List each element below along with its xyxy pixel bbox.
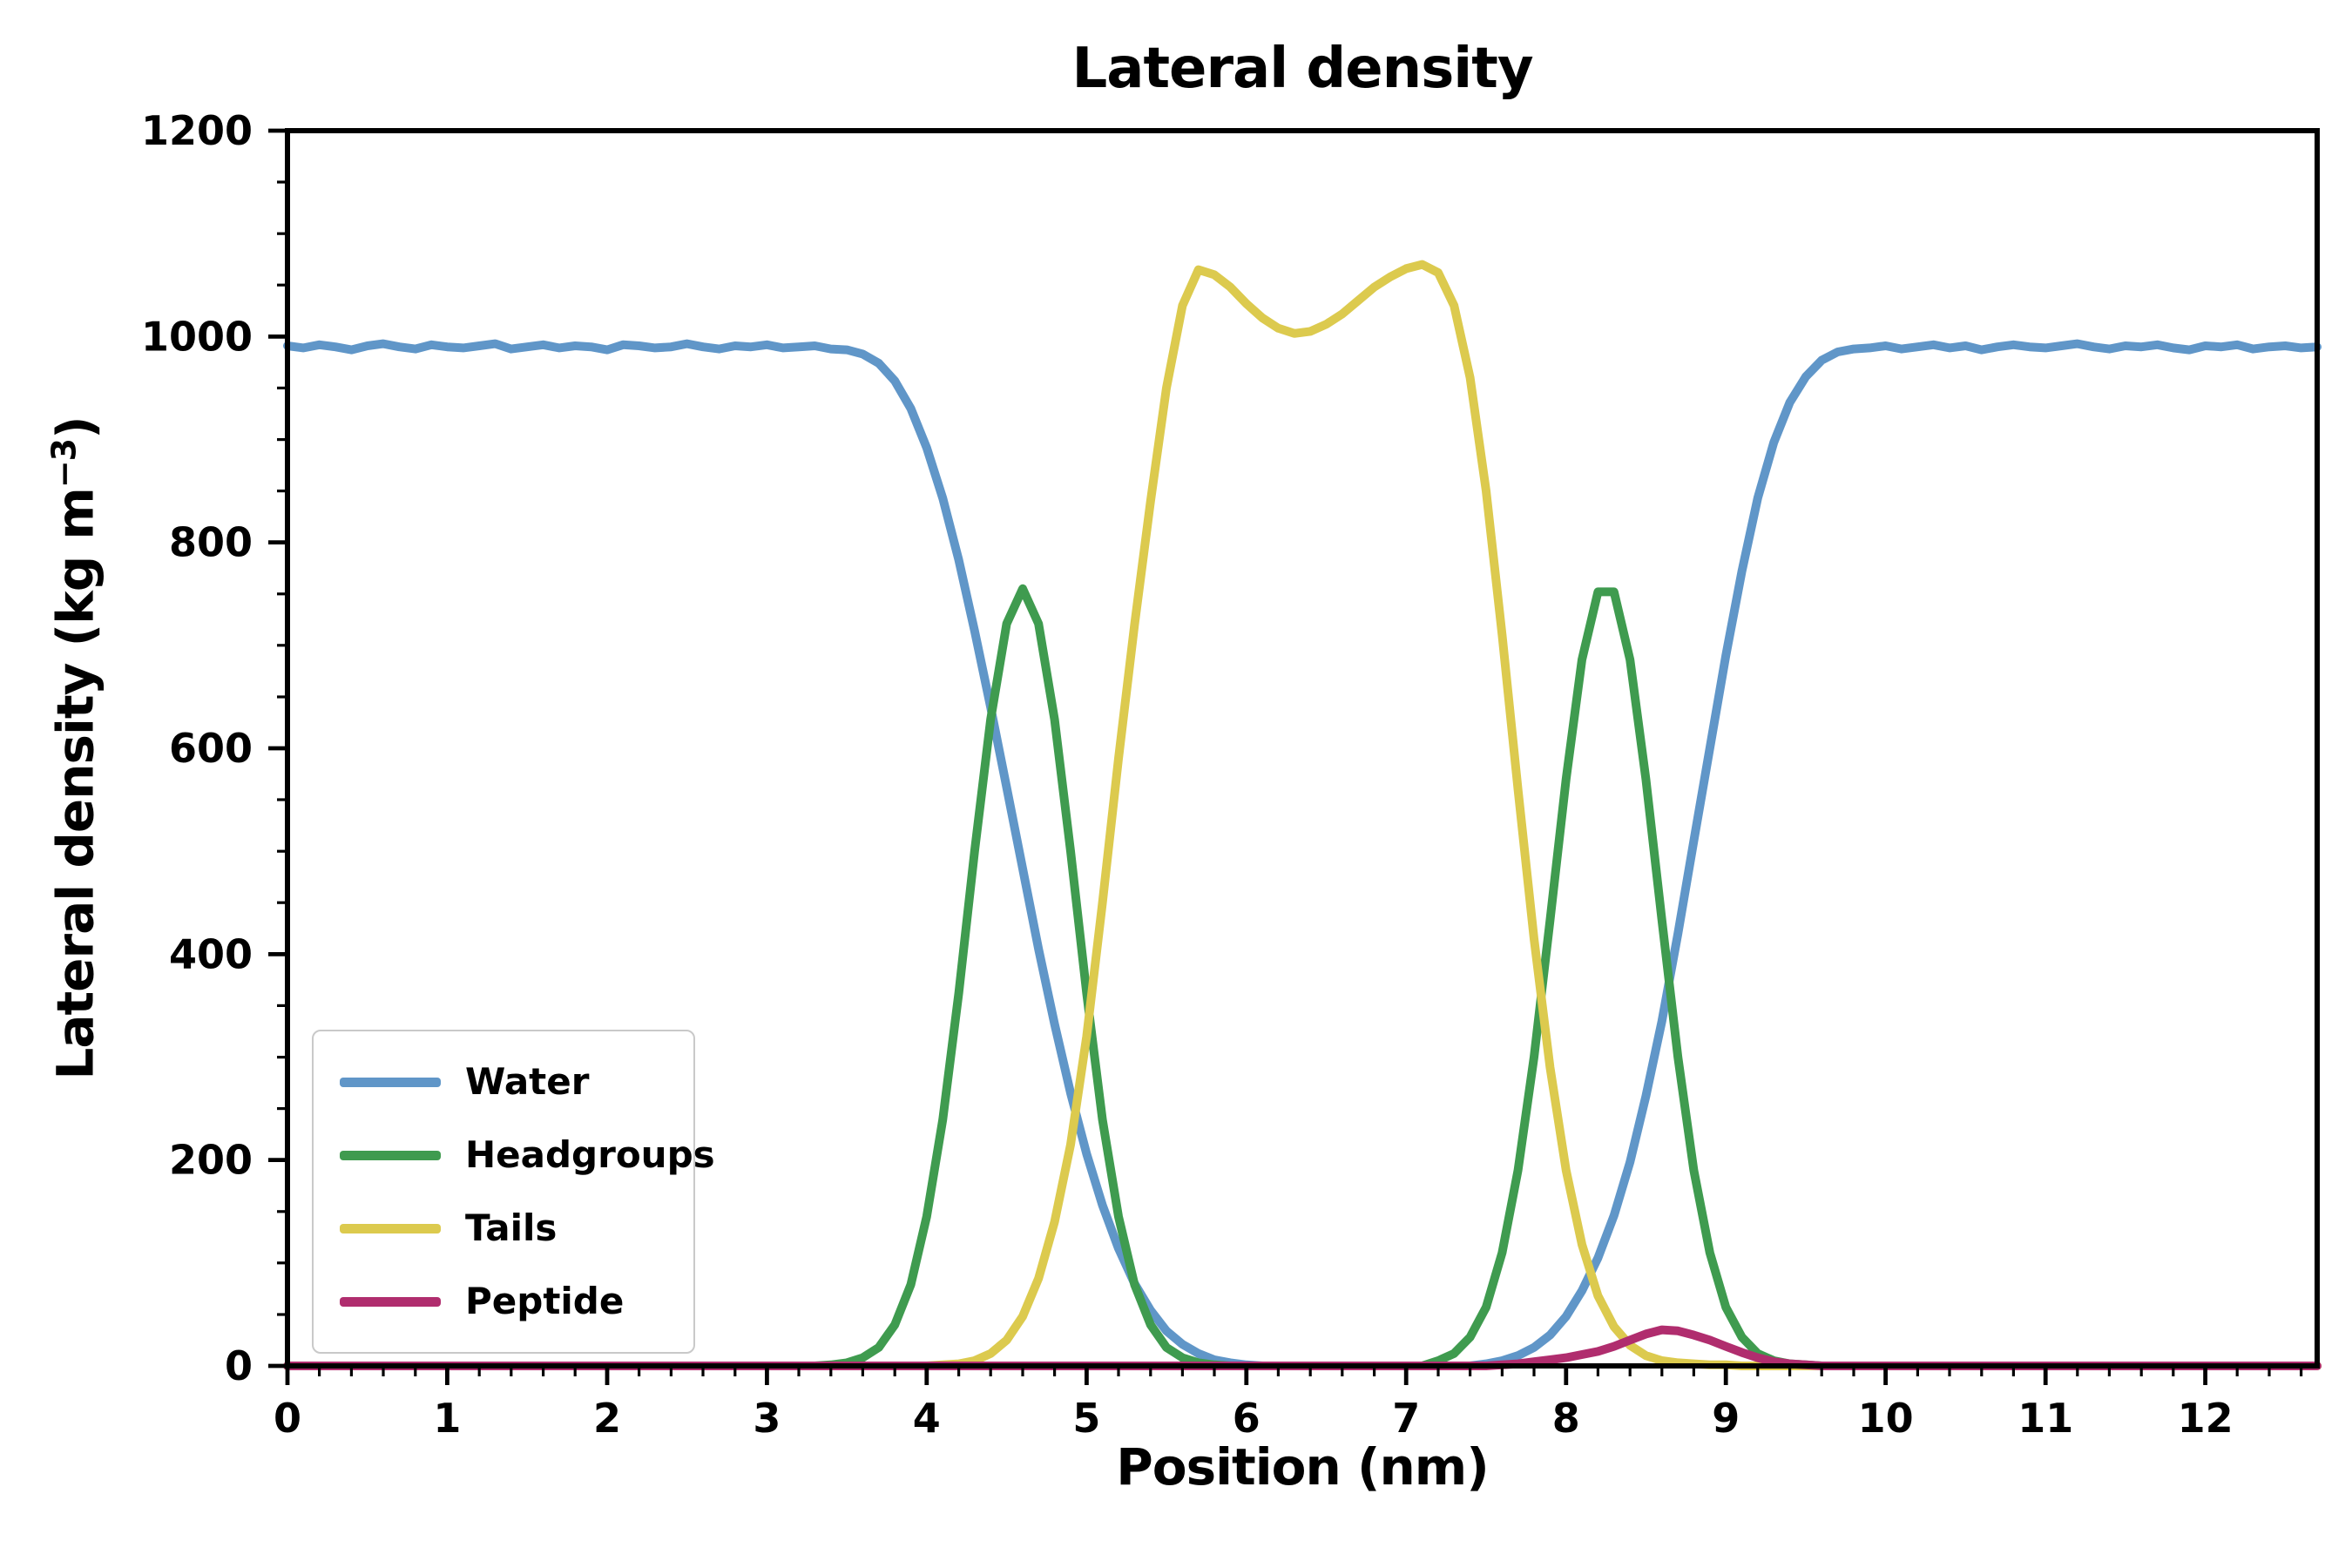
axes-spines xyxy=(285,128,2320,1369)
legend-label-tails: Tails xyxy=(465,1206,558,1249)
y-tick-label: 200 xyxy=(169,1137,253,1184)
y-axis-label: Lateral density (kg m−3) xyxy=(44,416,105,1079)
y-tick-label: 1200 xyxy=(141,107,253,154)
x-tick-label: 3 xyxy=(753,1395,781,1442)
legend-swatch-tails xyxy=(340,1223,441,1233)
y-tick-label: 1000 xyxy=(141,313,253,360)
legend-swatch-headgroups xyxy=(340,1150,441,1160)
y-axis-label-superscript: −3 xyxy=(44,438,84,489)
y-axis-label-close: ) xyxy=(45,416,105,439)
x-tick-label: 9 xyxy=(1712,1395,1740,1442)
legend-item-water: Water xyxy=(340,1064,667,1100)
legend-item-peptide: Peptide xyxy=(340,1283,667,1320)
chart-title: Lateral density xyxy=(1071,37,1533,101)
x-tick-label: 11 xyxy=(2017,1395,2073,1442)
legend: Water Headgroups Tails Peptide xyxy=(312,1030,715,1354)
legend-swatch-peptide xyxy=(340,1296,441,1307)
y-tick-label: 0 xyxy=(225,1342,253,1389)
x-tick-label: 6 xyxy=(1233,1395,1260,1442)
x-tick-label: 7 xyxy=(1392,1395,1420,1442)
x-tick-label: 8 xyxy=(1552,1395,1580,1442)
x-tick-label: 0 xyxy=(274,1395,301,1442)
x-tick-label: 1 xyxy=(433,1395,461,1442)
x-tick-label: 4 xyxy=(913,1395,941,1442)
legend-label-headgroups: Headgroups xyxy=(465,1133,715,1176)
legend-item-headgroups: Headgroups xyxy=(340,1137,715,1173)
legend-label-water: Water xyxy=(465,1060,590,1103)
x-tick-label: 5 xyxy=(1072,1395,1100,1442)
x-tick-label: 2 xyxy=(593,1395,621,1442)
x-tick-label: 12 xyxy=(2178,1395,2234,1442)
legend-item-tails: Tails xyxy=(340,1210,667,1247)
x-axis-label: Position (nm) xyxy=(1116,1437,1489,1497)
legend-swatch-water xyxy=(340,1077,441,1087)
y-tick-label: 400 xyxy=(169,930,253,977)
y-axis-label-text: Lateral density (kg m xyxy=(45,488,105,1080)
y-tick-label: 600 xyxy=(169,725,253,772)
x-tick-label: 10 xyxy=(1858,1395,1914,1442)
y-tick-label: 800 xyxy=(169,519,253,566)
legend-label-peptide: Peptide xyxy=(465,1280,625,1322)
